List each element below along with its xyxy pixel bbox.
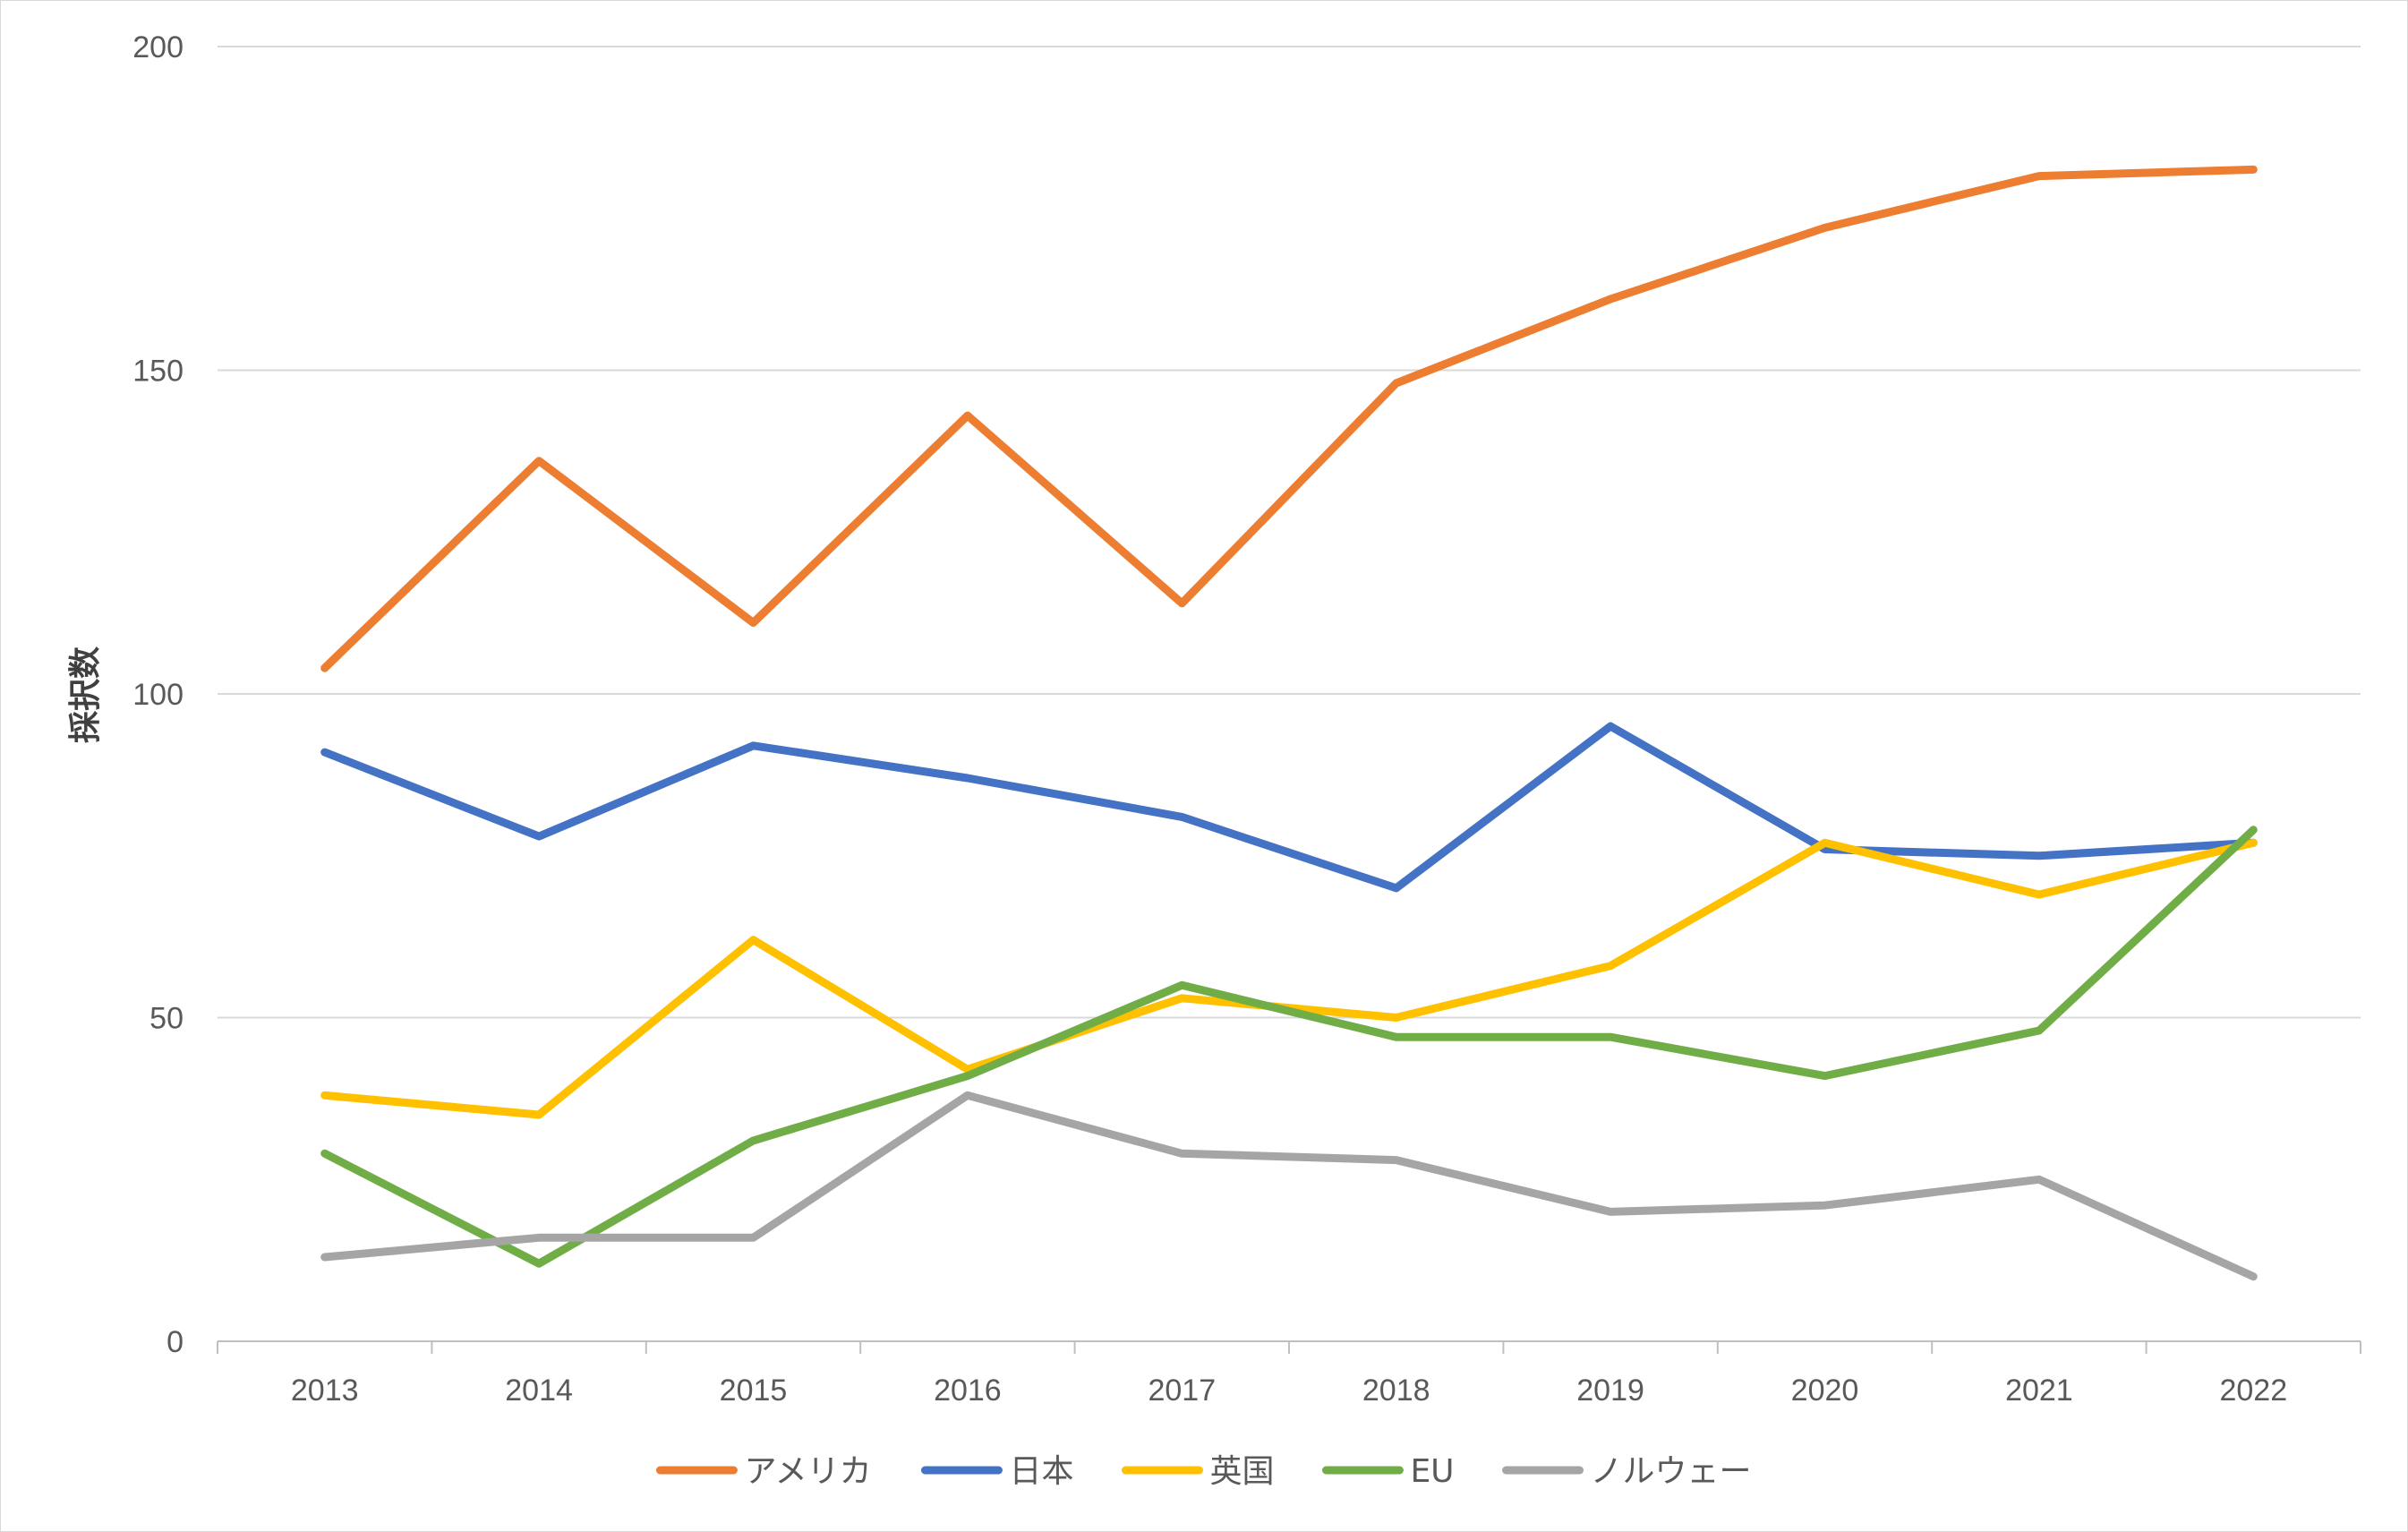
- legend-label: EU: [1410, 1453, 1454, 1490]
- gridlines: [218, 46, 2361, 1019]
- legend-label: 英国: [1209, 1453, 1274, 1490]
- y-axis-title: 採択数: [67, 646, 104, 743]
- legend-label: 日本: [1009, 1453, 1073, 1490]
- series-line-1: [320, 165, 2258, 672]
- legend-label: ノルウェー: [1591, 1453, 1752, 1490]
- legend-item-1: アメリカ: [655, 1453, 872, 1490]
- series-lines: [320, 165, 2258, 1281]
- x-tick-label: 2013: [291, 1374, 359, 1408]
- y-tick-labels: 0 50 100 150 200: [132, 30, 184, 1359]
- y-tick-label: 200: [132, 30, 184, 64]
- x-tick-label: 2022: [2219, 1374, 2287, 1408]
- legend-item-5: ノルウェー: [1502, 1453, 1752, 1490]
- x-tick-label: 2017: [1148, 1374, 1216, 1408]
- x-tick-labels: 2013 2014 2015 2016 2017 2018 2019 2020 2021 2022: [291, 1374, 2287, 1408]
- y-tick-label: 50: [149, 1002, 184, 1036]
- legend-item-3: 英国: [1121, 1453, 1274, 1490]
- x-tick-label: 2019: [1576, 1374, 1644, 1408]
- x-tick-label: 2020: [1791, 1374, 1859, 1408]
- x-tick-label: 2018: [1362, 1374, 1430, 1408]
- legend-label: アメリカ: [744, 1453, 871, 1490]
- x-tick-label: 2021: [2005, 1374, 2073, 1408]
- x-tick-label: 2014: [505, 1374, 573, 1408]
- axes: [217, 1340, 2361, 1354]
- series-line-5: [320, 1091, 2258, 1281]
- series-line-2: [320, 722, 2258, 893]
- legend-item-2: 日本: [920, 1453, 1073, 1490]
- series-line-3: [320, 838, 2258, 1119]
- y-tick-label: 150: [132, 355, 184, 389]
- y-tick-label: 0: [167, 1325, 184, 1359]
- legend: アメリカ 日本 英国 EU ノルウェー: [655, 1453, 1752, 1490]
- y-tick-label: 100: [132, 678, 184, 712]
- series-line-4: [320, 826, 2258, 1268]
- legend-item-4: EU: [1321, 1453, 1455, 1490]
- x-tick-label: 2015: [720, 1374, 788, 1408]
- x-tick-label: 2016: [934, 1374, 1002, 1408]
